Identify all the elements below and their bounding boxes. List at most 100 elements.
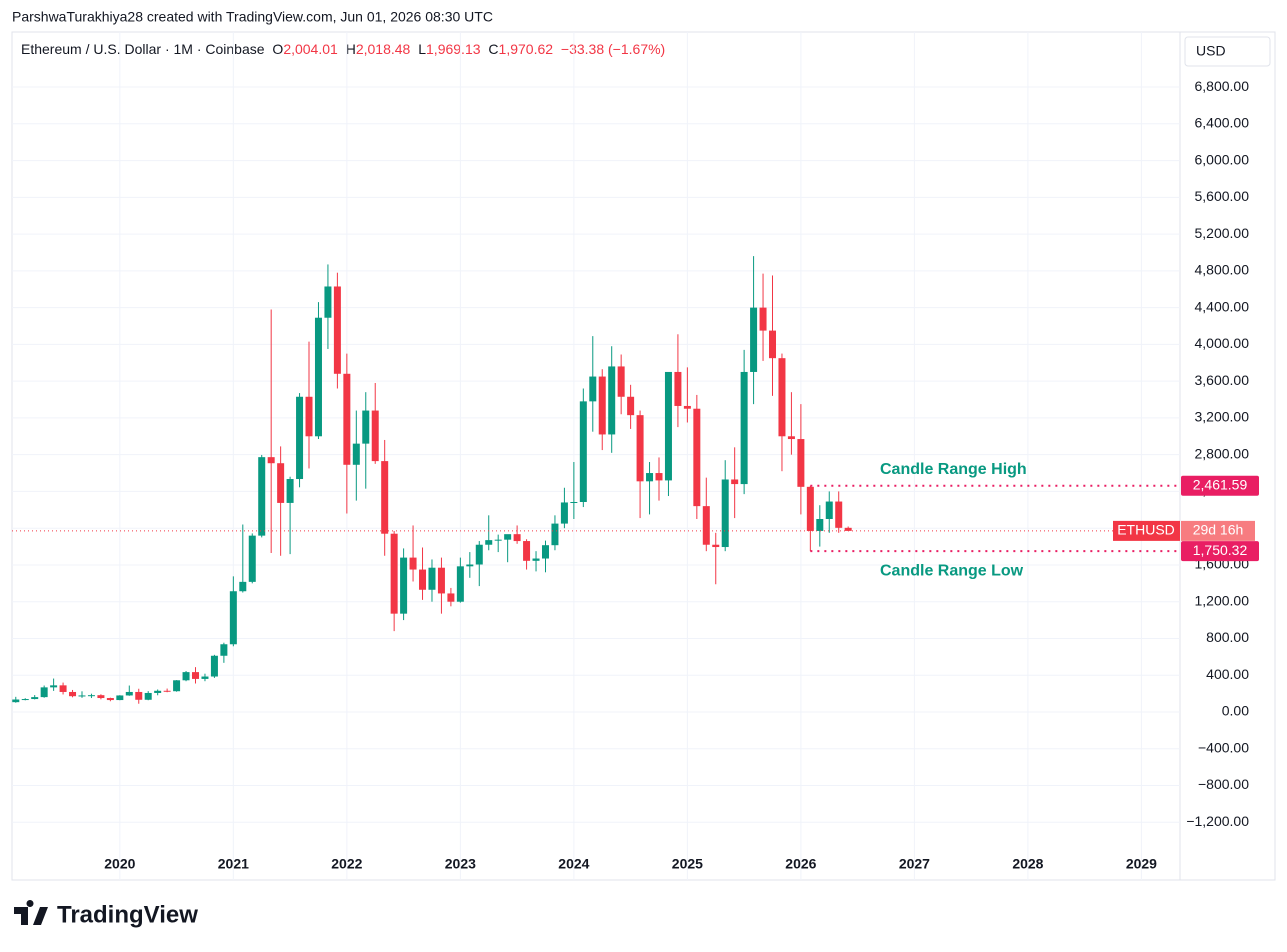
- y-tick-label: 3,200.00: [1195, 409, 1250, 425]
- y-tick-label: 4,000.00: [1195, 335, 1250, 351]
- candles: [12, 256, 852, 704]
- candle-body: [12, 699, 20, 703]
- y-tick-label: −800.00: [1198, 776, 1249, 792]
- y-tick-label: 0.00: [1222, 703, 1249, 719]
- candle-body: [144, 692, 152, 700]
- candle-body: [712, 544, 720, 548]
- y-tick-label: 4,400.00: [1195, 298, 1250, 314]
- candle-body: [324, 286, 332, 318]
- candle-body: [683, 405, 691, 409]
- candle-body: [201, 676, 209, 679]
- candle-body: [69, 691, 77, 697]
- candle-body: [693, 408, 701, 507]
- candle-body: [78, 695, 86, 697]
- range-label-box: [1181, 475, 1259, 496]
- y-tick-label: 400.00: [1206, 666, 1249, 682]
- price-tag-countdown: 29d 16h: [1193, 522, 1244, 538]
- annotation-text: Candle Range High: [880, 461, 1027, 478]
- candle-body: [551, 523, 559, 546]
- x-tick-label: 2024: [558, 856, 589, 872]
- candle-body: [560, 502, 568, 524]
- candle-body: [229, 591, 237, 645]
- x-tick-label: 2025: [672, 856, 703, 872]
- candle-body: [182, 672, 190, 681]
- x-tick-label: 2022: [331, 856, 362, 872]
- candle-body: [277, 463, 285, 503]
- candle-body: [608, 366, 616, 435]
- y-tick-label: −1,200.00: [1186, 813, 1249, 829]
- candle-body: [617, 366, 625, 397]
- candle-body: [485, 540, 493, 545]
- candle-body: [305, 396, 313, 437]
- credit: ParshwaTurakhiya28 created with TradingV…: [12, 9, 493, 25]
- candle-body: [258, 457, 266, 536]
- candle-body: [267, 457, 275, 464]
- candle-body: [163, 690, 171, 692]
- candle-body: [31, 697, 39, 700]
- candle-body: [286, 479, 294, 503]
- ohlc-key: O: [272, 41, 283, 57]
- ohlc-value: 2,018.48: [356, 41, 411, 57]
- candle-body: [740, 371, 748, 485]
- candle-body: [664, 371, 672, 481]
- candle-body: [475, 544, 483, 565]
- y-tick-label: 5,600.00: [1195, 188, 1250, 204]
- x-tick-label: 2026: [785, 856, 816, 872]
- price-tag-countdown-box: [1181, 520, 1255, 541]
- logo-text: TradingView: [57, 901, 198, 928]
- currency-box[interactable]: [1184, 36, 1271, 67]
- y-tick-label: 3,600.00: [1195, 372, 1250, 388]
- x-tick-label: 2028: [1012, 856, 1043, 872]
- y-tick-label: 6,800.00: [1195, 78, 1250, 94]
- candle-body: [750, 307, 758, 372]
- candle-body: [437, 567, 445, 594]
- x-tick-label: 2021: [218, 856, 249, 872]
- ohlc-value: 2,004.01: [283, 41, 338, 57]
- candle-body: [428, 567, 436, 590]
- candle-body: [220, 644, 228, 656]
- ohlc-key: H: [346, 41, 356, 57]
- candle-body: [523, 541, 531, 561]
- candle-body: [844, 527, 852, 531]
- candle-body: [210, 655, 218, 677]
- candle-body: [400, 557, 408, 614]
- price-tag-symbol-box: [1113, 520, 1180, 541]
- y-tick-label: 6,000.00: [1195, 151, 1250, 167]
- candle-body: [806, 486, 814, 531]
- ohlc-value: 1,969.13: [426, 41, 481, 57]
- candle-body: [154, 690, 162, 693]
- candle-body: [627, 396, 635, 416]
- symbol: Ethereum / U.S. Dollar · 1M · Coinbase: [21, 41, 265, 57]
- plot-frame: [11, 31, 1181, 881]
- candle-body: [239, 581, 247, 592]
- y-tick-label: 800.00: [1206, 629, 1249, 645]
- currency[interactable]: USD: [1196, 43, 1226, 59]
- candle-body: [87, 695, 95, 697]
- candle-body: [371, 410, 379, 462]
- x-tick-label: 2023: [445, 856, 476, 872]
- candle-body: [778, 358, 786, 437]
- candle-body: [541, 545, 549, 559]
- candle-body: [135, 691, 143, 700]
- candle-body: [97, 695, 105, 699]
- candle-body: [655, 473, 663, 481]
- candle-body: [59, 685, 67, 692]
- candle-body: [381, 461, 389, 534]
- candle-body: [362, 410, 370, 444]
- candle-body: [494, 539, 502, 541]
- candle-body: [787, 436, 795, 440]
- y-tick-label: 5,200.00: [1195, 225, 1250, 241]
- candle-body: [333, 286, 341, 374]
- candle-body: [835, 501, 843, 528]
- candle-body: [106, 698, 114, 701]
- annotation-text: Candle Range Low: [880, 562, 1024, 579]
- candle-body: [674, 371, 682, 406]
- candle-body: [447, 593, 455, 602]
- x-tick-label: 2029: [1126, 856, 1157, 872]
- candle-body: [192, 672, 200, 679]
- candle-body: [314, 317, 322, 437]
- y-tick-label: 6,400.00: [1195, 115, 1250, 131]
- candle-body: [456, 566, 464, 602]
- candle-body: [532, 558, 540, 561]
